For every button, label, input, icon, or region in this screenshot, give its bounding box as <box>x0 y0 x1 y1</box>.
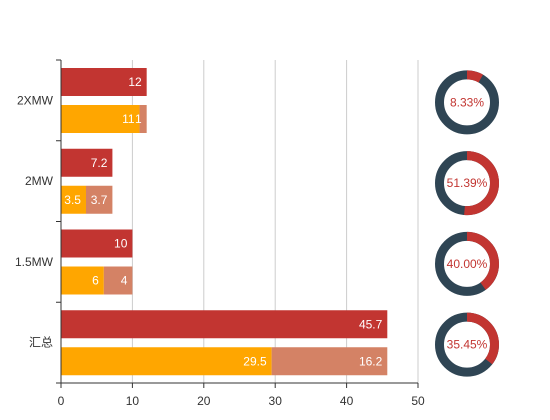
bar-stack-2-1 <box>103 266 133 295</box>
bar-label-stack-0-0: 11 <box>122 112 135 126</box>
bar-top-3 <box>61 310 388 339</box>
bar-stack-3-1 <box>271 347 388 376</box>
bar-label-top-1: 7.2 <box>91 156 108 170</box>
donut-2: 40.00% <box>435 231 499 296</box>
donut-charts: 8.33% 51.39% 40.00% 35.45% <box>435 70 499 377</box>
x-tick-label-1: 10 <box>126 394 140 408</box>
bar-label-stack-3-1: 16.2 <box>359 354 383 368</box>
donut-label-2: 40.00% <box>447 257 488 271</box>
bar-label-top-2: 10 <box>114 237 128 251</box>
category-label-3: 汇总 <box>29 336 53 350</box>
donut-label-0: 8.33% <box>450 95 484 109</box>
category-label-1: 2MW <box>25 174 54 188</box>
x-tick-label-0: 0 <box>58 394 65 408</box>
category-label-0: 2XMW <box>17 93 54 107</box>
x-tick-label-3: 30 <box>269 394 283 408</box>
donut-0: 8.33% <box>435 70 499 135</box>
x-tick-label-2: 20 <box>197 394 211 408</box>
bar-label-top-3: 45.7 <box>359 317 383 331</box>
category-label-2: 1.5MW <box>15 255 54 269</box>
donut-3: 35.45% <box>435 312 499 377</box>
axes: 2XMW 2MW 1.5MW 汇总 0 10 20 30 40 50 <box>15 59 425 408</box>
bar-stack-2-0 <box>61 266 104 295</box>
bar-label-stack-1-1: 3.7 <box>91 193 108 207</box>
donut-arc-3 <box>435 312 499 377</box>
bar-top-1 <box>61 148 113 177</box>
donut-label-3: 35.45% <box>447 338 488 352</box>
donut-label-1: 51.39% <box>447 176 488 190</box>
bars: 12 11 1 7.2 3.5 3.7 10 6 4 45.7 29.5 16.2 <box>61 68 388 376</box>
donut-1: 51.39% <box>435 151 499 216</box>
bar-label-top-0: 12 <box>128 75 142 89</box>
x-tick-label-4: 40 <box>340 394 354 408</box>
bar-label-stack-3-0: 29.5 <box>243 354 267 368</box>
bar-top-2 <box>61 229 133 258</box>
bar-stack-1-1 <box>85 185 113 214</box>
donut-arc-2 <box>435 231 499 296</box>
bar-label-stack-0-1: 1 <box>135 112 142 126</box>
bar-stack-0-1 <box>139 105 147 133</box>
bar-stack-0-0 <box>61 105 140 133</box>
bar-stack-3-0 <box>61 347 272 376</box>
donut-arc-1 <box>435 151 499 216</box>
bar-label-stack-1-0: 3.5 <box>64 193 81 207</box>
bar-top-0 <box>61 68 147 96</box>
x-tick-label-5: 50 <box>411 394 425 408</box>
bar-stack-1-0 <box>61 185 86 214</box>
bar-label-stack-2-0: 6 <box>92 274 99 288</box>
donut-arc-0 <box>435 70 499 135</box>
bar-label-stack-2-1: 4 <box>121 274 128 288</box>
